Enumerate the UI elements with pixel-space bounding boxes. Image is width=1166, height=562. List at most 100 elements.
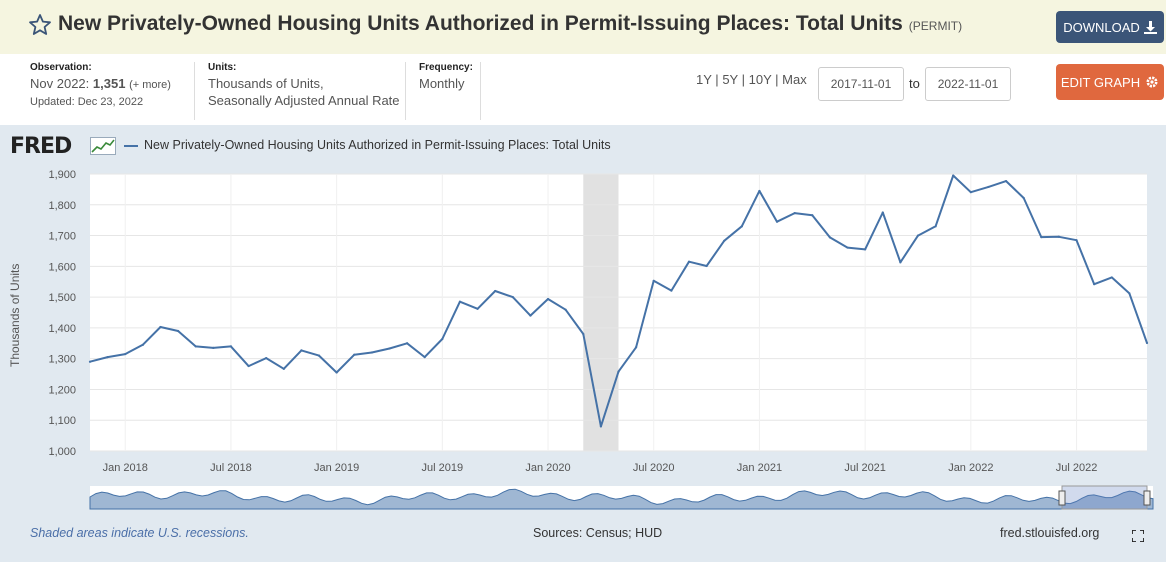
recession-band <box>583 174 619 451</box>
observation-label: Observation: <box>30 62 92 73</box>
observation-more-link[interactable]: (+ more) <box>129 79 171 91</box>
x-tick-label: Jan 2019 <box>314 462 359 474</box>
y-tick-label: 1,000 <box>48 446 76 458</box>
range-1y[interactable]: 1Y <box>696 72 712 87</box>
x-tick-label: Jul 2021 <box>844 462 886 474</box>
frequency-block: Frequency: Monthly <box>419 62 489 122</box>
x-tick-label: Jul 2022 <box>1056 462 1098 474</box>
edit-graph-label: EDIT GRAPH <box>1060 74 1141 90</box>
site-link[interactable]: fred.stlouisfed.org <box>1000 526 1100 540</box>
data-point <box>758 189 761 193</box>
y-tick-label: 1,100 <box>48 415 76 427</box>
data-point <box>617 370 620 373</box>
data-point <box>899 261 902 264</box>
data-point <box>582 332 585 336</box>
data-point <box>811 214 814 217</box>
data-point <box>476 307 479 310</box>
legend-swatch <box>124 145 138 147</box>
date-to-label: to <box>909 76 920 91</box>
data-point <box>1075 239 1078 242</box>
divider <box>480 62 481 120</box>
y-axis-title: Thousands of Units <box>8 263 22 367</box>
data-point <box>987 185 990 189</box>
data-point <box>546 297 550 301</box>
units-line1: Thousands of Units, <box>208 76 324 91</box>
end-date-input[interactable]: 2022-11-01 <box>925 67 1011 101</box>
data-point <box>705 264 708 268</box>
line-chart[interactable]: 1,000 1,100 1,200 1,300 1,400 1,500 1,600 1,700… <box>0 160 1166 520</box>
y-tick-label: 1,500 <box>48 292 76 304</box>
data-point <box>317 354 321 357</box>
data-point <box>194 345 197 348</box>
range-5y[interactable]: 5Y <box>722 72 738 87</box>
navigator-series <box>89 488 1154 510</box>
units-block: Units: Thousands of Units, Seasonally Ad… <box>208 62 408 122</box>
gear-icon <box>1146 76 1158 88</box>
data-point <box>353 353 356 356</box>
range-sep: | <box>775 72 779 87</box>
frequency-value: Monthly <box>419 76 465 91</box>
observation-line: Nov 2022: 1,351 (+ more) <box>30 75 190 94</box>
navigator-selection <box>1061 485 1148 510</box>
data-point <box>740 225 743 228</box>
y-tick-label: 1,200 <box>48 384 76 396</box>
data-point <box>229 345 233 348</box>
data-point <box>494 289 497 293</box>
fred-logo[interactable]: FRED <box>10 134 72 159</box>
x-tick-label: Jan 2020 <box>525 462 570 474</box>
x-tick-label: Jul 2019 <box>422 462 464 474</box>
y-tick-label: 1,300 <box>48 354 76 366</box>
data-point <box>88 360 92 363</box>
data-point <box>106 356 109 359</box>
page-title: New Privately-Owned Housing Units Author… <box>58 12 962 36</box>
star-icon[interactable] <box>28 13 52 37</box>
sources-text: Sources: Census; HUD <box>533 526 663 540</box>
y-tick-label: 1,900 <box>48 169 76 181</box>
data-point <box>846 246 849 249</box>
download-button[interactable]: DOWNLOAD <box>1056 11 1164 43</box>
data-point <box>881 211 884 214</box>
range-10y[interactable]: 10Y <box>748 72 772 87</box>
x-tick-label: Jul 2020 <box>633 462 675 474</box>
data-point <box>159 325 162 329</box>
data-point <box>423 356 426 359</box>
edit-graph-button[interactable]: EDIT GRAPH <box>1056 64 1164 100</box>
range-sep: | <box>741 72 745 87</box>
data-point <box>406 342 409 345</box>
data-point <box>916 234 920 237</box>
x-tick-label: Jan 2021 <box>737 462 782 474</box>
fullscreen-icon[interactable] <box>1132 530 1144 542</box>
data-point <box>952 174 955 177</box>
data-point <box>635 346 638 349</box>
data-point <box>124 352 127 356</box>
range-max[interactable]: Max <box>782 72 807 87</box>
start-date-input[interactable]: 2017-11-01 <box>818 67 904 101</box>
data-point <box>370 351 373 354</box>
units-line2: Seasonally Adjusted Annual Rate <box>208 93 400 108</box>
frequency-label: Frequency: <box>419 62 473 73</box>
data-point <box>141 343 144 346</box>
data-point <box>212 346 215 349</box>
y-tick-label: 1,400 <box>48 323 76 335</box>
data-point <box>969 191 972 194</box>
navigator-handle-left <box>1058 490 1066 506</box>
divider <box>405 62 406 120</box>
data-point <box>1040 235 1043 239</box>
data-point <box>265 356 268 360</box>
data-point <box>1004 179 1008 183</box>
data-point <box>176 329 180 333</box>
data-point <box>793 211 796 215</box>
data-point <box>282 367 285 370</box>
y-tick-label: 1,700 <box>48 231 76 243</box>
data-point <box>687 260 691 263</box>
download-label: DOWNLOAD <box>1063 19 1140 35</box>
recession-note: Shaded areas indicate U.S. recessions. <box>30 526 249 540</box>
data-point <box>1145 341 1149 345</box>
data-point <box>1128 292 1131 295</box>
data-point <box>1057 235 1061 238</box>
data-point <box>529 314 532 317</box>
data-point <box>1110 276 1113 279</box>
divider <box>194 62 195 120</box>
data-point <box>599 425 602 428</box>
data-point <box>247 364 250 368</box>
